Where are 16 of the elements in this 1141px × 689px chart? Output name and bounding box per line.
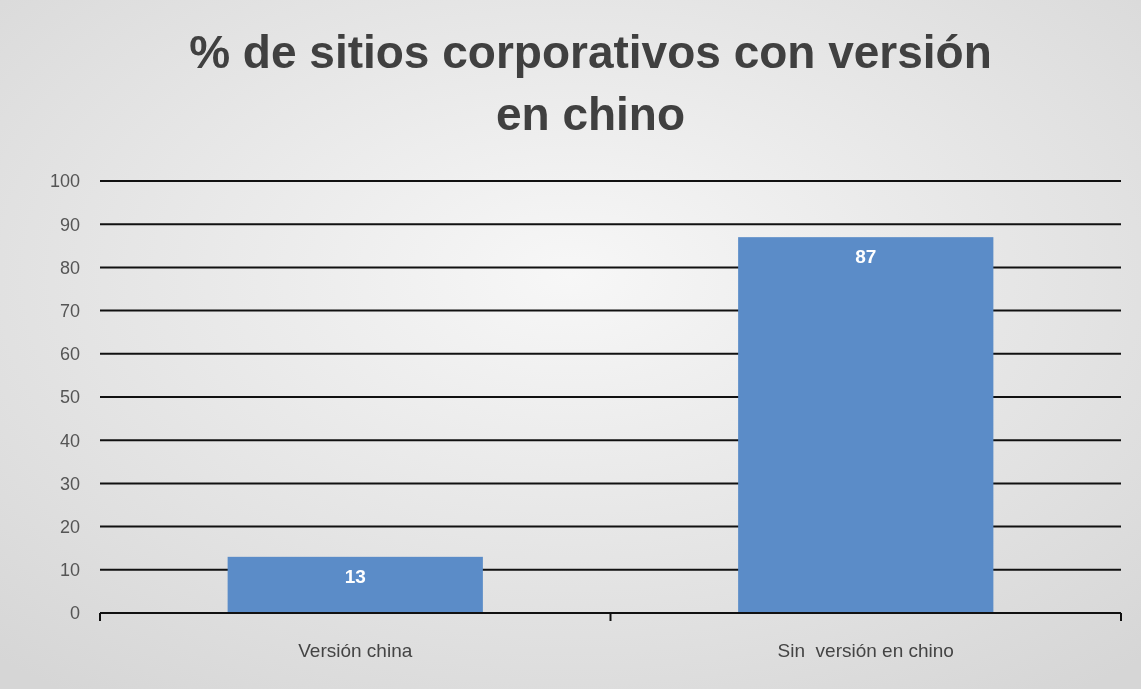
y-tick-label: 70 <box>59 300 80 321</box>
data-label: 87 <box>855 246 877 268</box>
y-tick-label: 30 <box>59 473 80 494</box>
y-tick-label: 20 <box>59 516 80 537</box>
y-tick-label: 50 <box>59 387 80 408</box>
data-label: 13 <box>344 565 366 587</box>
y-tick-label: 10 <box>59 560 80 581</box>
x-tick-label: Versión china <box>298 640 413 661</box>
y-tick-label: 60 <box>59 344 80 365</box>
y-tick-label: 0 <box>69 603 80 624</box>
y-tick-label: 40 <box>59 430 80 451</box>
x-tick-label: Sin versión en chino <box>777 640 954 661</box>
y-tick-label: 100 <box>49 171 80 192</box>
chart-title: % de sitios corporativos con versión en chino <box>189 26 992 140</box>
y-tick-label: 80 <box>59 257 80 278</box>
y-tick-label: 90 <box>59 214 80 235</box>
